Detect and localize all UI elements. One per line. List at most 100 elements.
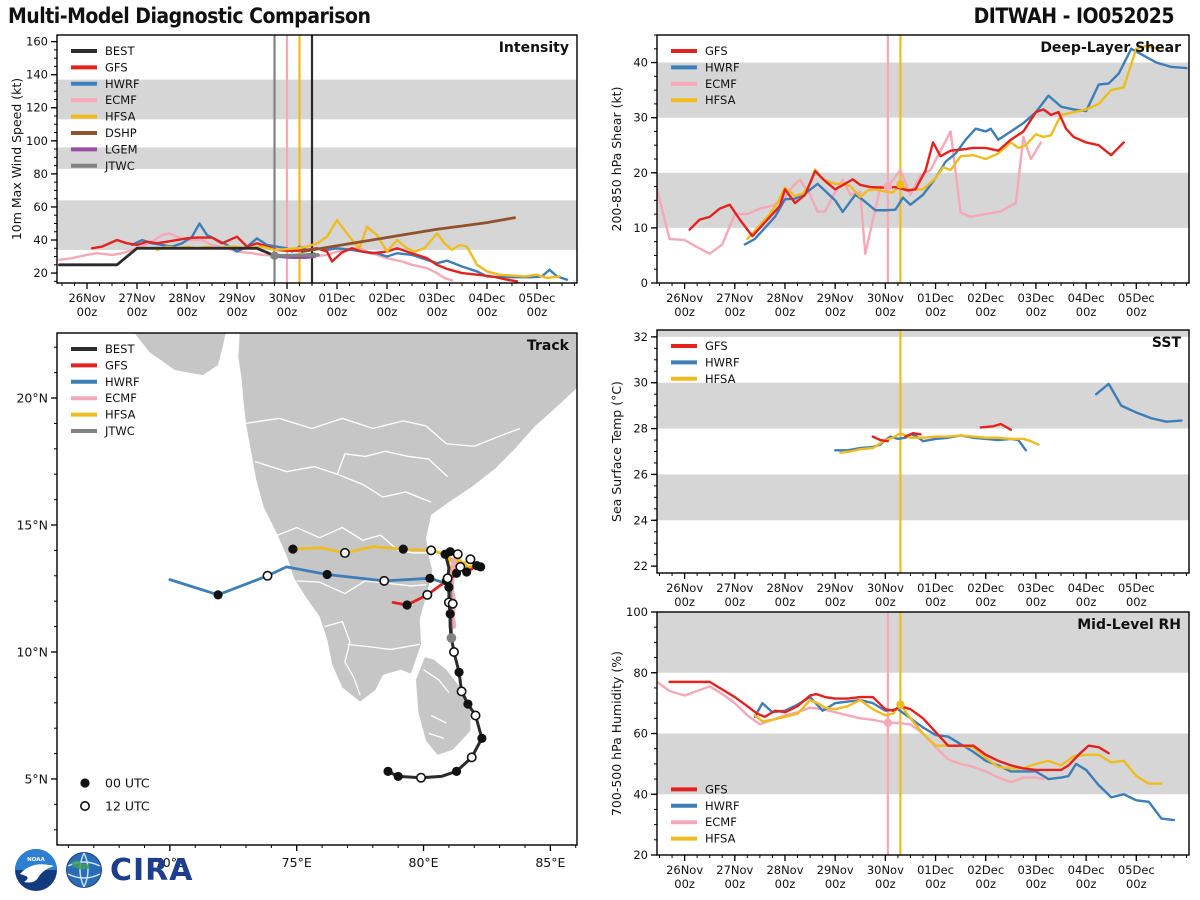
y-tick-label: 30 <box>633 111 648 125</box>
time-tick-label: 01Dec <box>917 291 954 305</box>
time-tick-label: 30Nov <box>867 863 904 877</box>
marker-legend-label: 12 UTC <box>105 799 150 814</box>
legend-12utc-marker <box>80 800 91 811</box>
time-tick-label: 03Dec <box>419 291 456 305</box>
legend-label-JTWC: JTWC <box>104 159 135 173</box>
track-12utc-marker <box>455 561 466 572</box>
time-tick-sublabel: 00z <box>527 305 548 319</box>
time-tick-sublabel: 00z <box>925 877 946 891</box>
y-tick-label: 40 <box>633 56 648 70</box>
legend-label-ECMF: ECMF <box>705 77 737 91</box>
shear-marker-dot-ECMF <box>883 182 893 191</box>
shear-series-HWRF <box>743 47 1188 246</box>
lat-tick-label: 15°N <box>16 518 48 533</box>
y-tick-label: 26 <box>633 467 648 481</box>
legend-label-HFSA: HFSA <box>705 93 736 107</box>
time-tick-sublabel: 00z <box>875 305 896 319</box>
time-tick-sublabel: 00z <box>925 305 946 319</box>
time-tick-label: 01Dec <box>917 581 954 595</box>
legend-label-HWRF: HWRF <box>705 355 740 369</box>
time-tick-label: 28Nov <box>168 291 205 305</box>
intensity-panel-title: Intensity <box>499 40 569 56</box>
track-12utc-marker <box>452 549 463 560</box>
time-tick-label: 05Dec <box>519 291 556 305</box>
time-tick-sublabel: 00z <box>277 305 298 319</box>
time-tick-sublabel: 00z <box>724 595 745 609</box>
time-tick-label: 29Nov <box>218 291 255 305</box>
legend-label-HWRF: HWRF <box>705 60 740 74</box>
time-tick-label: 27Nov <box>716 291 753 305</box>
track-12utc-marker <box>470 710 481 721</box>
legend-label-HFSA: HFSA <box>705 832 736 846</box>
track-00utc-marker <box>445 609 455 619</box>
time-tick-label: 01Dec <box>319 291 356 305</box>
sst-shaded-band <box>657 330 1189 337</box>
legend-label-GFS: GFS <box>105 60 128 74</box>
time-tick-label: 28Nov <box>766 581 803 595</box>
map-state-border <box>324 620 361 696</box>
shear-panel-title: Deep-Layer Shear <box>1040 40 1181 56</box>
y-tick-label: 30 <box>633 376 648 390</box>
time-tick-sublabel: 00z <box>1076 595 1097 609</box>
track-00utc-marker <box>213 590 223 600</box>
time-tick-label: 30Nov <box>268 291 305 305</box>
shear-shaded-band <box>657 172 1189 228</box>
page-title: Multi-Model Diagnostic Comparison <box>8 4 371 28</box>
time-tick-sublabel: 00z <box>975 595 996 609</box>
footer-logos: NOAA CIRA <box>14 848 194 892</box>
track-00utc-marker <box>393 771 403 782</box>
legend-label-GFS: GFS <box>705 339 728 353</box>
track-00utc-marker <box>472 561 482 571</box>
time-tick-sublabel: 00z <box>975 305 996 319</box>
track-00utc-marker <box>440 549 450 559</box>
legend-label-ECMF: ECMF <box>105 391 137 405</box>
map-state-border <box>277 526 428 554</box>
map-state-border <box>245 417 521 447</box>
sst-series-GFS <box>871 435 890 443</box>
legend-label-HWRF: HWRF <box>705 799 740 813</box>
track-frame <box>56 332 578 846</box>
rh-series-HWRF <box>753 695 1176 822</box>
y-tick-label: 24 <box>633 513 648 527</box>
legend-label-BEST: BEST <box>105 44 135 58</box>
map-state-border <box>423 669 450 694</box>
track-00utc-marker <box>477 733 487 743</box>
time-tick-label: 30Nov <box>867 291 904 305</box>
rh-series-GFS <box>668 680 1110 772</box>
track-series-BEST <box>386 550 484 780</box>
y-tick-label: 100 <box>26 134 48 148</box>
time-tick-label: 29Nov <box>817 863 854 877</box>
lon-tick-label: 85°E <box>535 855 565 870</box>
y-tick-label: 20 <box>633 848 648 862</box>
shear-shaded-band <box>657 62 1189 118</box>
time-tick-sublabel: 00z <box>724 877 745 891</box>
sst-series-HFSA <box>838 431 1040 454</box>
sst-series-GFS <box>904 431 922 438</box>
y-tick-label: 40 <box>33 233 48 247</box>
sst-shaded-band <box>657 474 1189 521</box>
time-tick-label: 30Nov <box>867 581 904 595</box>
time-tick-sublabel: 00z <box>825 305 846 319</box>
time-tick-label: 01Dec <box>917 863 954 877</box>
time-tick-label: 03Dec <box>1017 291 1054 305</box>
time-tick-sublabel: 00z <box>975 877 996 891</box>
legend-label-HWRF: HWRF <box>105 77 140 91</box>
map-land-srilanka <box>415 657 471 755</box>
y-tick-label: 20 <box>633 166 648 180</box>
storm-id-title: DITWAH - IO052025 <box>973 4 1175 28</box>
time-tick-sublabel: 00z <box>875 877 896 891</box>
track-00utc-marker <box>425 573 435 583</box>
intensity-series-JTWC <box>272 253 320 258</box>
y-tick-label: 40 <box>633 787 648 801</box>
time-tick-sublabel: 00z <box>1126 595 1147 609</box>
legend-label-LGEM: LGEM <box>105 142 138 156</box>
legend-label-ECMF: ECMF <box>105 93 137 107</box>
time-tick-sublabel: 00z <box>875 595 896 609</box>
time-tick-sublabel: 00z <box>127 305 148 319</box>
rh-shaded-band <box>657 612 1189 673</box>
y-tick-label: 60 <box>33 200 48 214</box>
time-tick-sublabel: 00z <box>674 877 695 891</box>
time-tick-label: 03Dec <box>1017 581 1054 595</box>
rh-panel-title: Mid-Level RH <box>1077 617 1181 633</box>
